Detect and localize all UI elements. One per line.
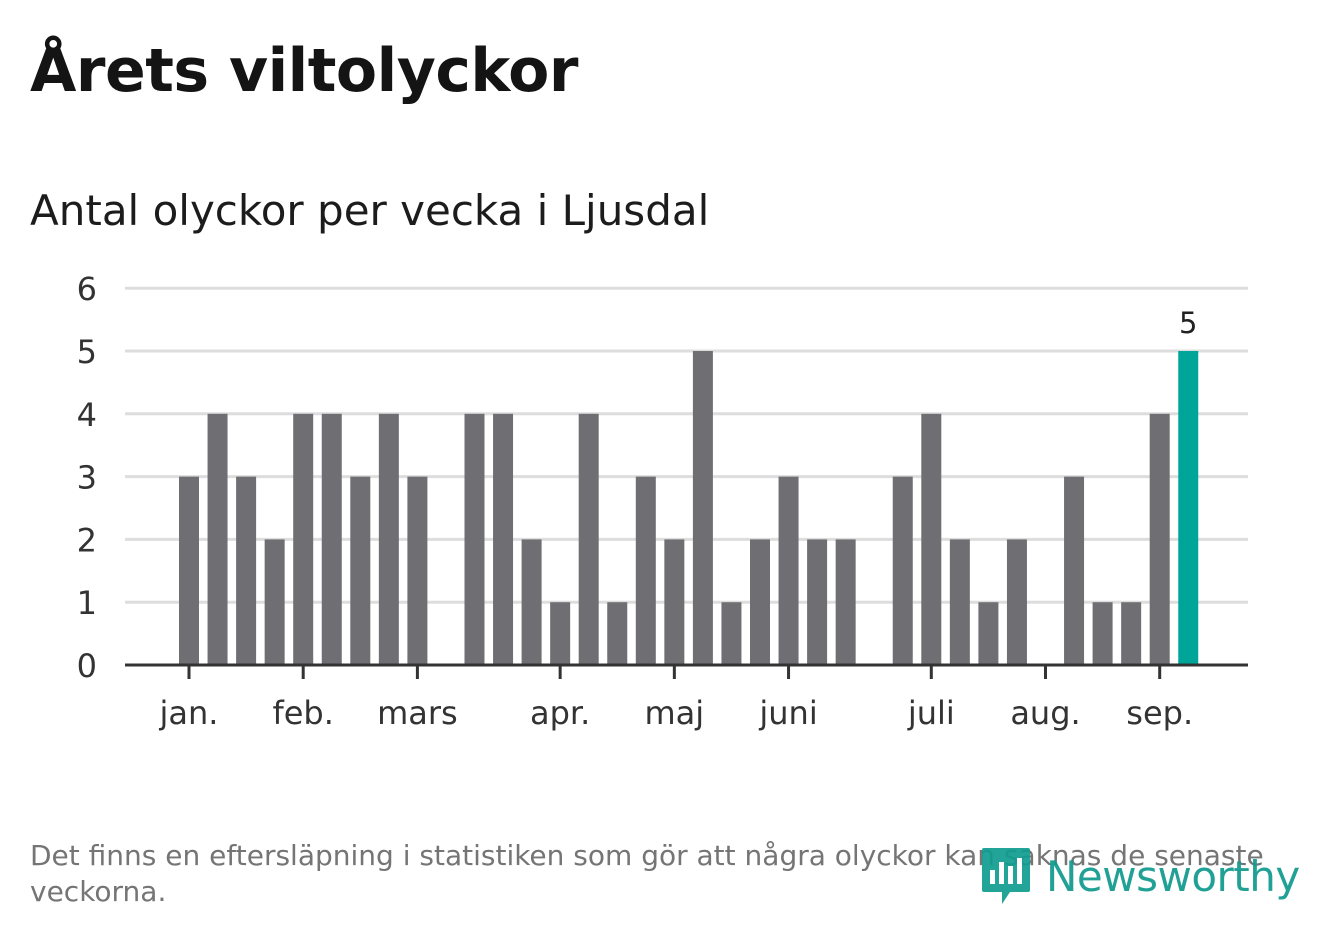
month-label: juli bbox=[907, 694, 955, 732]
newsworthy-logo-icon bbox=[982, 848, 1030, 904]
bar bbox=[635, 476, 656, 665]
bar bbox=[407, 476, 428, 665]
bar-highlight bbox=[1178, 351, 1199, 665]
bar bbox=[207, 413, 228, 665]
y-tick-label: 6 bbox=[77, 270, 97, 308]
bar bbox=[264, 539, 285, 665]
bar bbox=[578, 413, 599, 665]
bar bbox=[1006, 539, 1027, 665]
bar bbox=[978, 602, 999, 665]
bar bbox=[607, 602, 628, 665]
bar bbox=[236, 476, 257, 665]
y-axis-labels: 0 1 2 3 4 5 6 bbox=[77, 270, 97, 685]
bars bbox=[179, 351, 1199, 665]
y-tick-label: 0 bbox=[77, 647, 97, 685]
month-label: apr. bbox=[530, 694, 590, 732]
value-labels: 5 bbox=[1179, 306, 1197, 340]
bar bbox=[293, 413, 314, 665]
value-label-highlight: 5 bbox=[1179, 306, 1197, 340]
bar bbox=[1121, 602, 1142, 665]
footnote: Det finns en eftersläpning i statistiken… bbox=[30, 839, 1264, 908]
y-tick-label: 1 bbox=[77, 584, 97, 622]
bar bbox=[949, 539, 970, 665]
bar bbox=[493, 413, 514, 665]
y-tick-label: 3 bbox=[77, 459, 97, 497]
bar bbox=[807, 539, 828, 665]
month-label: aug. bbox=[1010, 694, 1080, 732]
month-label: feb. bbox=[272, 694, 333, 732]
chart-title: Årets viltolyckor bbox=[30, 36, 579, 106]
bar bbox=[721, 602, 742, 665]
bar bbox=[835, 539, 856, 665]
bar bbox=[378, 413, 399, 665]
bar bbox=[778, 476, 799, 665]
newsworthy-logo-text: Newsworthy bbox=[1046, 851, 1300, 901]
bar bbox=[892, 476, 913, 665]
chart-subtitle: Antal olyckor per vecka i Ljusdal bbox=[30, 186, 710, 235]
month-label: maj bbox=[645, 694, 705, 732]
month-label: sep. bbox=[1126, 694, 1193, 732]
bar bbox=[550, 602, 571, 665]
bar bbox=[750, 539, 770, 665]
bar bbox=[179, 476, 199, 665]
bar bbox=[521, 539, 542, 665]
y-tick-label: 5 bbox=[77, 333, 97, 371]
bar bbox=[1064, 476, 1085, 665]
bar bbox=[1092, 602, 1113, 665]
bar bbox=[350, 476, 371, 665]
month-labels: jan. feb. mars apr. maj juni juli aug. sep. bbox=[159, 694, 1194, 732]
y-tick-label: 4 bbox=[77, 396, 97, 434]
month-label: juni bbox=[758, 694, 817, 732]
bar bbox=[464, 413, 485, 665]
y-tick-label: 2 bbox=[77, 521, 97, 559]
bar bbox=[664, 539, 685, 665]
bar bbox=[1149, 413, 1170, 665]
month-label: jan. bbox=[159, 694, 219, 732]
newsworthy-logo: Newsworthy bbox=[980, 844, 1300, 908]
bar-chart: 0 1 2 3 4 5 6 jan. feb. mars apr. maj juni juli aug. s… bbox=[77, 270, 1248, 732]
x-axis-ticks bbox=[187, 665, 1162, 679]
bar bbox=[321, 413, 342, 665]
bar bbox=[692, 351, 713, 665]
bar bbox=[921, 413, 942, 665]
month-label: mars bbox=[377, 694, 458, 732]
